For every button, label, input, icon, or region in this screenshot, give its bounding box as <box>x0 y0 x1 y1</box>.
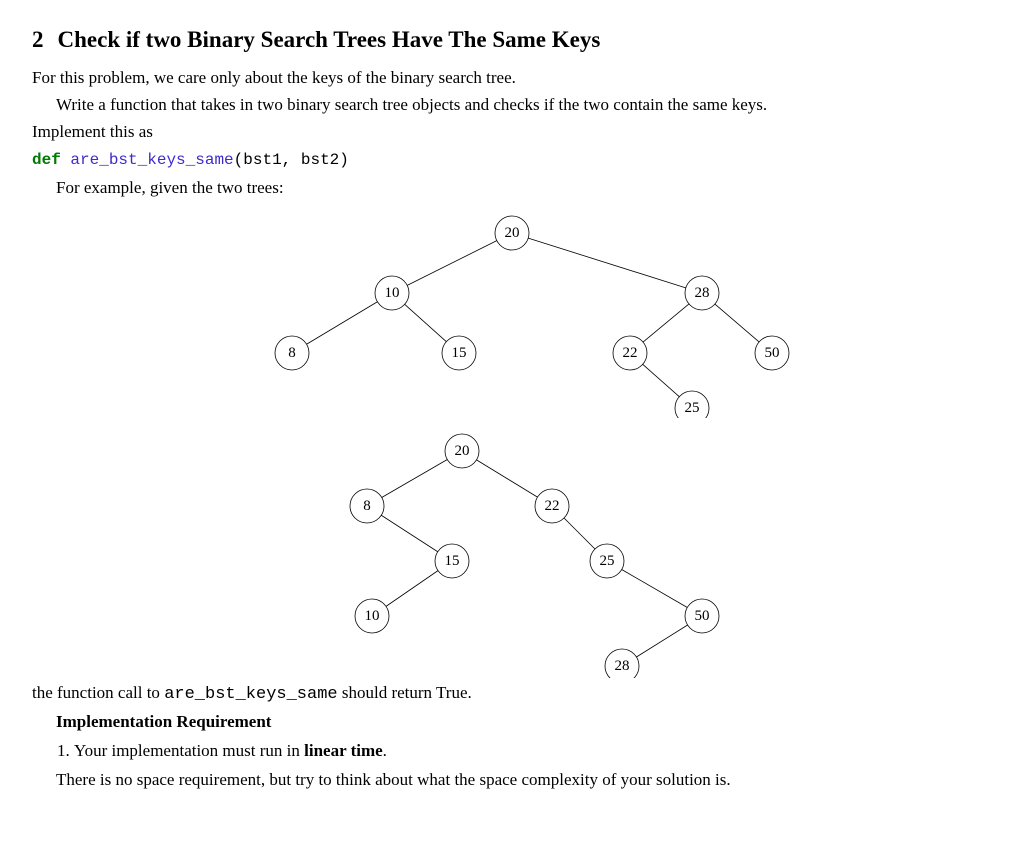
closing-paragraph: There is no space requirement, but try t… <box>32 769 992 792</box>
tree-edge <box>477 460 538 497</box>
tree-node-label: 50 <box>765 345 780 361</box>
section-number: 2 <box>32 27 44 52</box>
code-signature: def are_bst_keys_same(bst1, bst2) <box>32 150 992 172</box>
tree-node-label: 50 <box>695 608 710 624</box>
requirement-item: Your implementation must run in linear t… <box>74 740 992 763</box>
tree-edge <box>636 625 687 657</box>
req1-bold: linear time <box>304 741 383 760</box>
tree-edge <box>382 460 448 498</box>
function-name: are_bst_keys_same <box>70 151 233 169</box>
req1-pre: Your implementation must run in <box>74 741 304 760</box>
tree-edge <box>564 518 595 549</box>
tree-node-label: 8 <box>288 345 296 361</box>
tree-edge <box>715 304 759 342</box>
tree-node-label: 28 <box>615 658 630 674</box>
tree-node-label: 15 <box>445 553 460 569</box>
paragraph-3: Implement this as <box>32 121 992 144</box>
function-args: (bst1, bst2) <box>234 151 349 169</box>
tree-edge <box>528 239 686 289</box>
paragraph-5: the function call to are_bst_keys_same s… <box>32 682 992 707</box>
inline-code: are_bst_keys_same <box>164 685 337 704</box>
paragraph-1: For this problem, we care only about the… <box>32 67 992 90</box>
paragraph-4: For example, given the two trees: <box>32 177 992 200</box>
section-heading: 2 Check if two Binary Search Trees Have T… <box>32 24 992 55</box>
tree-node-label: 28 <box>695 285 710 301</box>
para5-post: should return True. <box>338 683 472 702</box>
para5-pre: the function call to <box>32 683 164 702</box>
tree-node-label: 25 <box>600 553 615 569</box>
req1-post: . <box>383 741 387 760</box>
tree-edge <box>386 571 438 607</box>
tree-edge <box>643 304 689 342</box>
section-title-text: Check if two Binary Search Trees Have Th… <box>58 27 601 52</box>
tree-node-label: 22 <box>545 498 560 514</box>
tree-edge <box>622 570 688 608</box>
tree-node-label: 10 <box>385 285 400 301</box>
tree-edge <box>381 516 437 553</box>
tree-node-label: 10 <box>365 608 380 624</box>
tree-edge <box>643 365 680 397</box>
tree-edge <box>407 241 497 286</box>
tree-diagram-2: 20 8 22 15 25 10 50 28 <box>262 426 762 678</box>
tree-diagram-1: 20 10 28 8 15 22 50 25 <box>212 208 812 418</box>
tree-node-label: 20 <box>455 443 470 459</box>
tree-node-label: 25 <box>685 400 700 416</box>
impl-req-heading: Implementation Requirement <box>56 712 271 731</box>
tree-node-label: 8 <box>363 498 371 514</box>
requirement-list: Your implementation must run in linear t… <box>56 740 992 763</box>
tree-node-label: 15 <box>452 345 467 361</box>
tree-node-label: 20 <box>505 225 520 241</box>
tree-edge <box>307 302 378 345</box>
tree-edge <box>405 305 447 342</box>
paragraph-2: Write a function that takes in two binar… <box>56 95 767 114</box>
keyword-def: def <box>32 151 61 169</box>
tree-node-label: 22 <box>623 345 638 361</box>
